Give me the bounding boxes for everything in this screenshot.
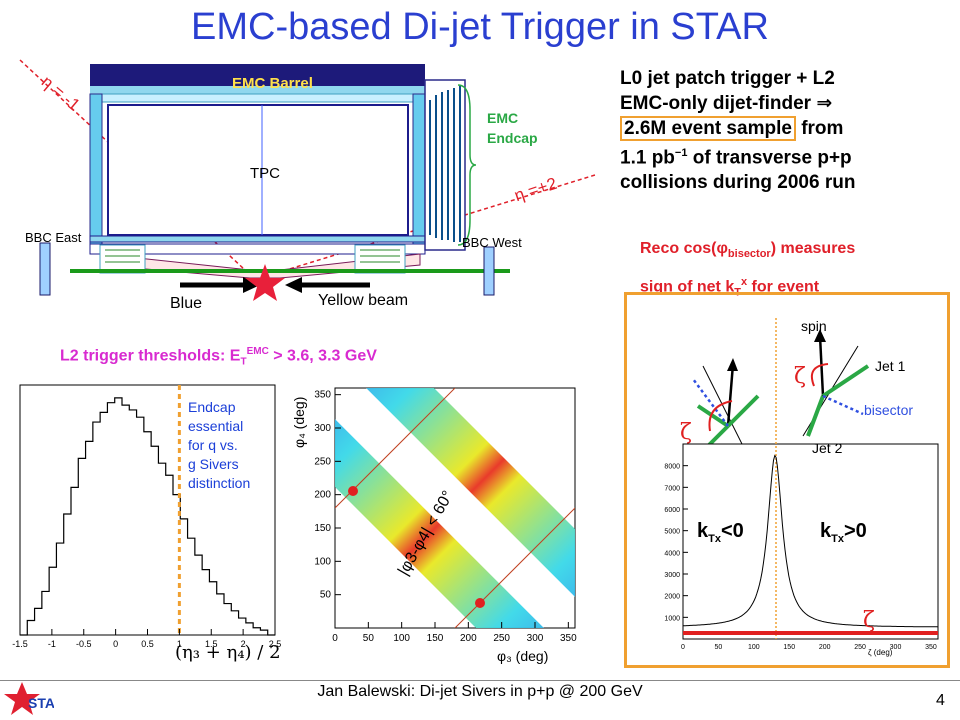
kt-y-tick-label: 4000 <box>664 550 680 557</box>
endcap-note: Endcap essential for q vs. g Sivers dist… <box>188 399 251 491</box>
summary-line-2: EMC-only dijet-finder ⇒ <box>620 93 833 114</box>
emc-barrel-label: EMC Barrel <box>232 75 313 92</box>
star-logo-text: STAR <box>28 695 54 711</box>
scatter-x-tick-label: 0 <box>332 633 338 644</box>
kt-positive-label: kTx>0 <box>820 520 867 545</box>
summary-line-1: L0 jet patch trigger + L2 <box>620 68 835 89</box>
scatter-x-tick-label: 150 <box>427 633 444 644</box>
scatter-x-tick-label: 350 <box>560 633 577 644</box>
scatter-xlabel: φ₃ (deg) <box>497 648 549 664</box>
kt-y-tick-label: 1000 <box>664 615 680 622</box>
summary-line-5: collisions during 2006 run <box>620 172 856 194</box>
kt-distribution <box>682 454 939 628</box>
histogram-xlabel: (η₃ + η₄) / 2 <box>175 642 281 663</box>
hist-tick-label: -0.5 <box>76 639 92 649</box>
footer-text: Jan Balewski: Di-jet Sivers in p+p @ 200… <box>317 683 643 700</box>
kt-y-tick-label: 3000 <box>664 572 680 579</box>
histogram-line <box>20 397 275 636</box>
histogram-frame <box>19 384 276 636</box>
eta-histogram: -1.5 -1 -0.5 0 0.5 1 1.5 2 2.5 <box>12 384 282 649</box>
zeta-right-symbol: ζ <box>794 364 806 389</box>
phi-correlation-plot: 0 50 100 150 200 250 300 350 50 100 150 200 250 300 35… <box>314 387 577 644</box>
kt-y-tick-label: 5000 <box>664 529 680 536</box>
jet1-label: Jet 1 <box>875 358 906 374</box>
summary-line-3: 2.6M event sample from <box>620 116 855 141</box>
bbc-west-label: BBC West <box>462 235 522 250</box>
bbc-west-detector <box>483 246 495 296</box>
emc-endcap-label-1: EMC <box>487 110 519 126</box>
kt-xlabel: ζ (deg) <box>868 648 893 657</box>
tpc-volume <box>107 104 409 236</box>
endcap-frame <box>424 79 466 251</box>
star-logo-icon: STAR <box>4 682 54 715</box>
spin-label: spin <box>801 318 827 334</box>
emc-barrel-top <box>90 64 425 86</box>
reco-text: Reco cos(φbisector) measures sign of net… <box>640 240 856 299</box>
l2-threshold-text: L2 trigger thresholds: ETEMC > 3.6, 3.3 … <box>60 346 377 368</box>
kt-x-tick-label: 300 <box>890 644 902 651</box>
kt-axes <box>682 443 939 640</box>
scatter-x-tick-label: 200 <box>460 633 477 644</box>
kt-x-tick-label: 50 <box>715 644 723 651</box>
scatter-y-tick-label: 300 <box>314 423 331 434</box>
collision-star-icon <box>245 264 285 301</box>
scatter-ylabel: φ₄ (deg) <box>291 396 307 448</box>
hist-tick-label: 0.5 <box>141 639 154 649</box>
kt-x-tick-label: 250 <box>854 644 866 651</box>
kt-y-tick-label: 6000 <box>664 507 680 514</box>
scatter-y-tick-label: 100 <box>314 556 331 567</box>
scatter-y-tick-label: 150 <box>314 523 331 534</box>
kt-y-tick-label: 2000 <box>664 594 680 601</box>
event-sample-highlight: 2.6M event sample <box>620 116 796 141</box>
scatter-y-tick-label: 250 <box>314 456 331 467</box>
summary-line-4: 1.1 pb−1 of transverse p+p <box>620 147 852 169</box>
kt-x-tick-label: 0 <box>681 644 685 651</box>
scatter-x-tick-label: 300 <box>527 633 544 644</box>
blue-beam-label: Blue <box>170 295 203 312</box>
kt-x-tick-label: 150 <box>783 644 795 651</box>
hist-tick-label: 2.5 <box>269 639 282 649</box>
yellow-beam-label: Yellow beam <box>318 292 409 309</box>
scatter-y-tick-label: 50 <box>320 590 332 601</box>
scatter-x-tick-label: 50 <box>363 633 375 644</box>
hist-tick-label: 1.5 <box>205 639 218 649</box>
kt-plot-frame <box>624 292 950 668</box>
lower-band <box>335 388 575 628</box>
eta-minus-line <box>19 59 246 271</box>
kt-y-tick-label: 8000 <box>664 464 680 471</box>
hist-tick-label: -1.5 <box>12 639 28 649</box>
kt-y-tick-label: 7000 <box>664 485 680 492</box>
zeta-left-symbol: ζ <box>680 420 692 445</box>
kt-x-tick-label: 200 <box>819 644 831 651</box>
page-title: EMC-based Di-jet Trigger in STAR <box>191 6 769 48</box>
footer-rule <box>0 680 960 681</box>
kt-negative-label: kTx<0 <box>697 520 744 545</box>
bbc-east-label: BBC East <box>25 230 82 245</box>
detector-diagram <box>19 59 596 301</box>
bisector-label: bisector <box>864 402 914 418</box>
zeta-axis-symbol: ζ <box>863 608 875 633</box>
kt-x-tick-label: 350 <box>925 644 937 651</box>
tpc-label: TPC <box>250 165 280 182</box>
emc-endcap-label-2: Endcap <box>487 130 538 146</box>
scatter-x-tick-label: 100 <box>393 633 410 644</box>
summary-text: L0 jet patch trigger + L2 EMC-only dijet… <box>620 66 855 195</box>
kt-x-tick-label: 100 <box>748 644 760 651</box>
upper-band <box>335 388 575 628</box>
panel-label: a) <box>343 402 361 424</box>
scatter-x-tick-label: 250 <box>493 633 510 644</box>
page-number: 4 <box>936 692 945 709</box>
jet2-label: Jet 2 <box>812 440 843 456</box>
scatter-y-tick-label: 350 <box>314 390 331 401</box>
bbc-east-detector <box>39 242 51 296</box>
hist-tick-label: -1 <box>48 639 56 649</box>
hist-tick-label: 1 <box>177 639 182 649</box>
hist-tick-label: 2 <box>241 639 246 649</box>
hist-tick-label: 0 <box>113 639 118 649</box>
kt-plot: 1000 2000 3000 4000 5000 6000 7000 8000 0 50 100 15… <box>664 318 939 651</box>
scatter-y-tick-label: 200 <box>314 490 331 501</box>
